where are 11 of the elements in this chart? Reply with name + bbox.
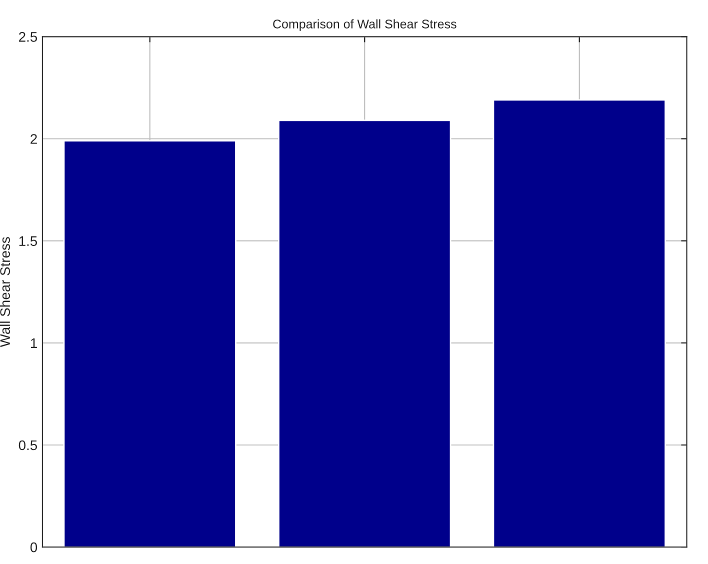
bar: [63, 140, 236, 548]
y-tick-label: 1.5: [19, 236, 38, 246]
y-tick-label: 2: [30, 134, 37, 144]
bar: [492, 99, 666, 548]
y-tick-label: 0: [30, 542, 38, 552]
y-axis-title: Wall Shear Stress: [0, 237, 10, 348]
y-tick-label: 1: [30, 338, 37, 348]
bar: [278, 120, 452, 548]
chart-title: Comparison of Wall Shear Stress: [273, 19, 456, 31]
y-tick-label: 2.5: [19, 32, 38, 42]
y-tick-label: 0.5: [18, 440, 38, 450]
